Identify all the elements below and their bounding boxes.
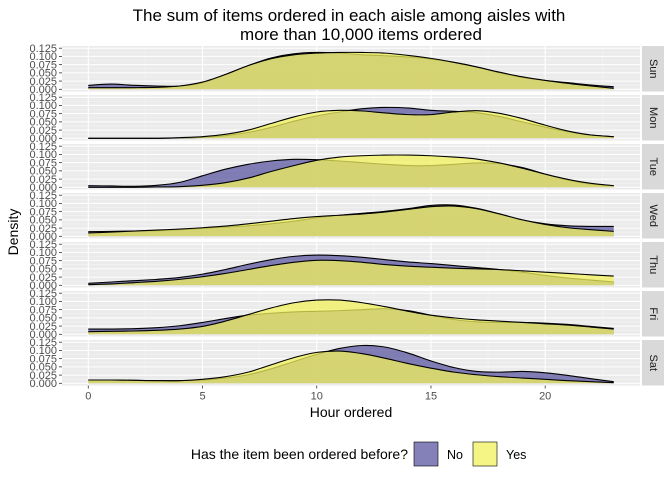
y-tick-label: 0.050: [29, 313, 57, 325]
y-tick-label: 0.050: [29, 68, 57, 80]
y-tick-label: 0.025: [29, 272, 57, 284]
y-tick-label: 0.100: [29, 198, 57, 210]
y-tick-label: 0.025: [29, 223, 57, 235]
y-tick-label: 0.025: [29, 76, 57, 88]
y-tick-label: 0.000: [29, 280, 57, 292]
legend-key-yes: [472, 441, 498, 467]
y-tick-label: 0.025: [29, 174, 57, 186]
legend-label-yes: Yes: [506, 448, 526, 462]
y-tick-label: 0.100: [29, 296, 57, 308]
y-tick-label: 0.000: [29, 329, 57, 341]
facet-strip-label: Sat: [647, 354, 659, 371]
y-tick-label: 0.125: [29, 92, 57, 104]
y-tick-label: 0.100: [29, 100, 57, 112]
facet-strip: [642, 291, 664, 337]
facet-strip-label: Tue: [647, 157, 659, 176]
legend-label-no: No: [447, 448, 463, 462]
x-axis: 0 5 10 15 20: [85, 385, 551, 403]
y-tick-label: 0.025: [29, 370, 57, 382]
y-tick-label: 0.000: [29, 231, 57, 243]
y-tick-label: 0.100: [29, 149, 57, 161]
density-area-yes: [88, 299, 614, 335]
density-area-yes: [88, 351, 614, 384]
density-area-yes: [88, 154, 614, 188]
y-tick-label: 0.075: [29, 353, 57, 365]
density-area-yes: [88, 52, 614, 90]
density-area-yes: [88, 110, 614, 139]
y-tick-label: 0.050: [29, 264, 57, 276]
y-tick-label: 0.025: [29, 125, 57, 137]
x-tick-label: 5: [199, 391, 205, 403]
facet-strip: [642, 193, 664, 239]
y-tick-label: 0.050: [29, 166, 57, 178]
y-tick-label: 0.075: [29, 59, 57, 71]
density-area-yes: [88, 205, 614, 237]
y-tick-label: 0.125: [29, 337, 57, 349]
y-tick-label: 0.075: [29, 304, 57, 316]
facet-panels: 0.0000.0250.0500.0750.1000.125Sun0.0000.…: [29, 43, 664, 390]
x-tick-label: 15: [425, 391, 437, 403]
y-tick-label: 0.050: [29, 362, 57, 374]
density-line-yes: [88, 350, 614, 384]
y-tick-label: 0.075: [29, 255, 57, 267]
facet-strip-label: Sun: [647, 59, 659, 79]
x-axis-title: Hour ordered: [310, 404, 393, 420]
density-line-yes: [88, 109, 614, 139]
density-line-yes: [88, 51, 614, 89]
legend: Has the item been ordered before? No Yes: [191, 441, 526, 467]
facet-strip: [642, 242, 664, 288]
facet-strip: [642, 144, 664, 190]
chart-title-line-2: more than 10,000 items ordered: [240, 25, 482, 44]
density-line-yes: [88, 299, 614, 333]
y-tick-label: 0.050: [29, 215, 57, 227]
y-tick-label: 0.100: [29, 247, 57, 259]
y-tick-label: 0.000: [29, 378, 57, 390]
y-tick-label: 0.075: [29, 206, 57, 218]
y-tick-label: 0.100: [29, 345, 57, 357]
legend-key-no: [413, 441, 439, 467]
y-tick-label: 0.025: [29, 321, 57, 333]
chart-title-line-1: The sum of items ordered in each aisle a…: [133, 6, 566, 25]
y-tick-label: 0.125: [29, 239, 57, 251]
density-line-yes: [88, 205, 614, 234]
density-line-yes: [88, 259, 614, 286]
y-tick-label: 0.075: [29, 108, 57, 120]
facet-strip: [642, 46, 664, 92]
y-tick-label: 0.125: [29, 141, 57, 153]
y-tick-label: 0.000: [29, 133, 57, 145]
y-axis-title: Density: [5, 209, 21, 256]
facet-strip-label: Thu: [647, 255, 659, 274]
y-tick-label: 0.050: [29, 117, 57, 129]
y-tick-label: 0.100: [29, 51, 57, 63]
x-tick-label: 20: [539, 391, 551, 403]
legend-title: Has the item been ordered before?: [191, 446, 408, 462]
x-tick-label: 0: [85, 391, 91, 403]
x-tick-label: 10: [311, 391, 323, 403]
density-line-yes: [88, 154, 614, 188]
density-area-yes: [88, 260, 614, 286]
facet-strip-label: Mon: [647, 107, 659, 128]
y-tick-label: 0.075: [29, 157, 57, 169]
y-tick-label: 0.125: [29, 190, 57, 202]
facet-strip-label: Fri: [647, 307, 659, 320]
y-tick-label: 0.125: [29, 288, 57, 300]
y-tick-label: 0.125: [29, 43, 57, 55]
facet-strip-label: Wed: [647, 205, 659, 227]
y-tick-label: 0.000: [29, 84, 57, 96]
y-tick-label: 0.000: [29, 182, 57, 194]
facet-strip: [642, 95, 664, 141]
facet-strip: [642, 340, 664, 386]
